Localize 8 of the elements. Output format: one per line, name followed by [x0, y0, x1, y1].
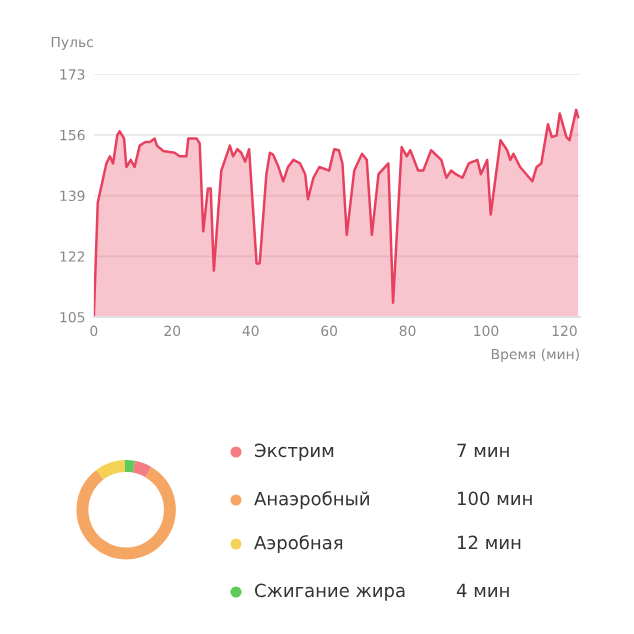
data-label: 100 мин	[457, 491, 532, 506]
data-label: 12 мин	[457, 535, 521, 549]
data-label: 4 мин	[456, 583, 509, 597]
legend-label: Экстрим	[254, 443, 334, 461]
data-label: 7 мин	[457, 443, 509, 457]
legend-label: Аэробная	[254, 535, 343, 553]
legend-label: Сжигание жира	[255, 583, 405, 601]
legend-label: Анаэробный	[254, 491, 369, 509]
